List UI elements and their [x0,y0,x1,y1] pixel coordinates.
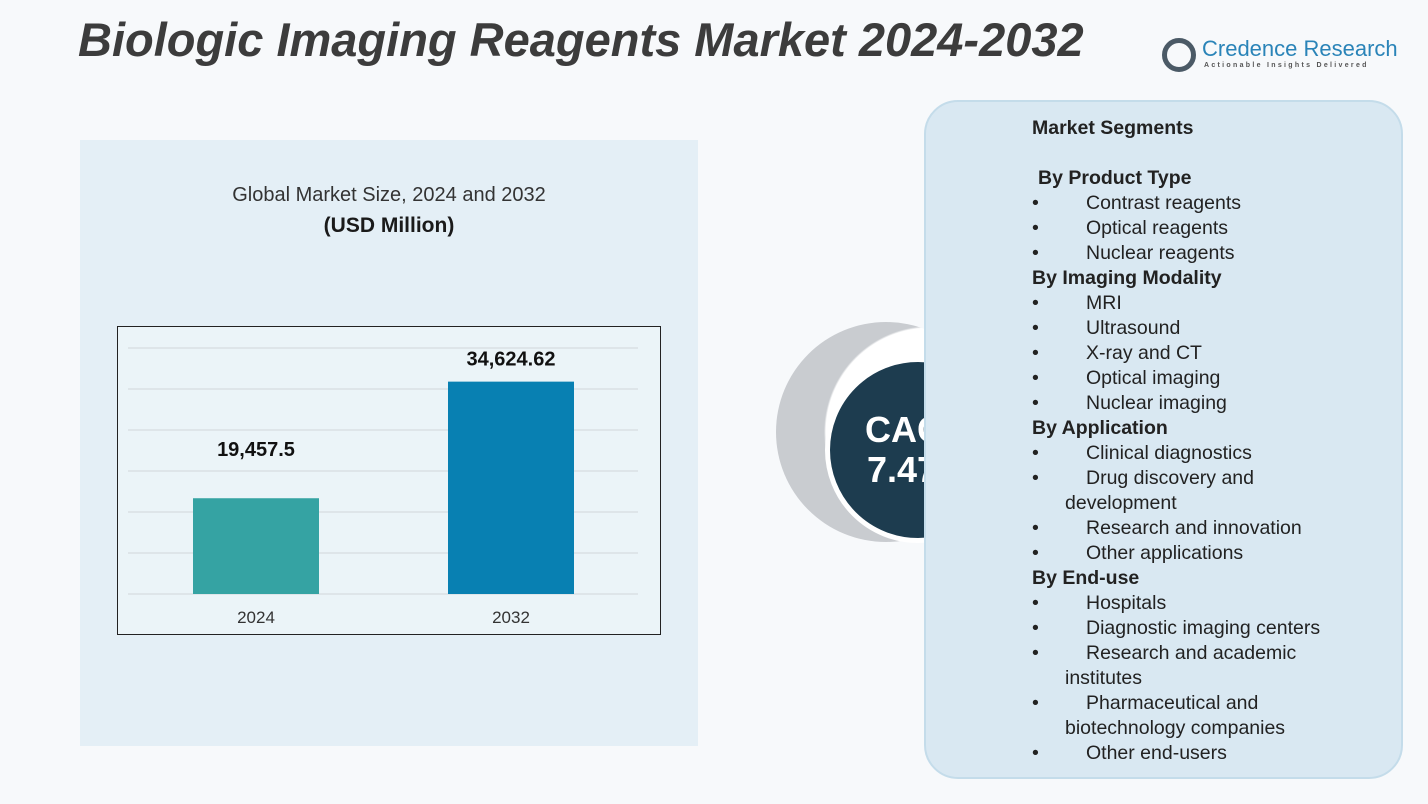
segments-heading: Market Segments [1032,117,1194,139]
segments-panel [924,100,1403,779]
segment-item: • Nuclear reagents [1032,242,1235,264]
chart-unit: (USD Million) [323,214,455,237]
segment-item-continued: biotechnology companies [1065,717,1286,739]
bar-chart-svg: 19,457.5 2024 34,624.62 2032 [128,347,638,627]
segment-item: • Drug discovery and [1032,467,1254,489]
segment-item: • Diagnostic imaging centers [1032,617,1321,639]
segment-item: • Nuclear imaging [1032,392,1227,414]
segment-group-title: By Imaging Modality [1032,267,1222,289]
segment-group-title: By Product Type [1038,167,1192,189]
segment-item: • X-ray and CT [1032,342,1202,364]
logo-chart-icon [1162,38,1196,72]
bar-chart: 19,457.5 2024 34,624.62 2032 [117,326,661,635]
page-title: Biologic Imaging Reagents Market 2024-20… [78,13,1084,66]
segment-item: • Research and innovation [1032,517,1302,539]
segment-item: • Other end-users [1032,742,1227,764]
logo-name: Credence Research [1202,36,1398,61]
data-label: 19,457.5 [217,439,295,461]
x-tick-label: 2032 [492,608,530,627]
bar-2024 [193,498,319,594]
segment-item: • Ultrasound [1032,317,1181,339]
segment-item-continued: institutes [1065,667,1142,689]
segment-group-title: By Application [1032,417,1168,439]
segment-item: • Contrast reagents [1032,192,1242,214]
x-tick-label: 2024 [237,608,275,627]
segment-item: • Clinical diagnostics [1032,442,1252,464]
segment-item: • Hospitals [1032,592,1167,614]
segment-item: • Other applications [1032,542,1244,564]
logo-tagline: Actionable Insights Delivered [1204,62,1369,69]
data-label: 34,624.62 [467,349,556,371]
bar-2032 [448,381,574,594]
segment-item-continued: development [1065,492,1177,514]
segment-group-title: By End-use [1032,567,1140,589]
segment-item: • Research and academic [1032,642,1297,664]
segment-item: • Optical imaging [1032,367,1221,389]
chart-subtitle: Global Market Size, 2024 and 2032 [232,184,546,206]
logo: Credence Research Actionable Insights De… [1162,36,1398,76]
segment-item: • MRI [1032,292,1122,314]
segment-item: • Pharmaceutical and [1032,692,1259,714]
segment-item: • Optical reagents [1032,217,1228,239]
